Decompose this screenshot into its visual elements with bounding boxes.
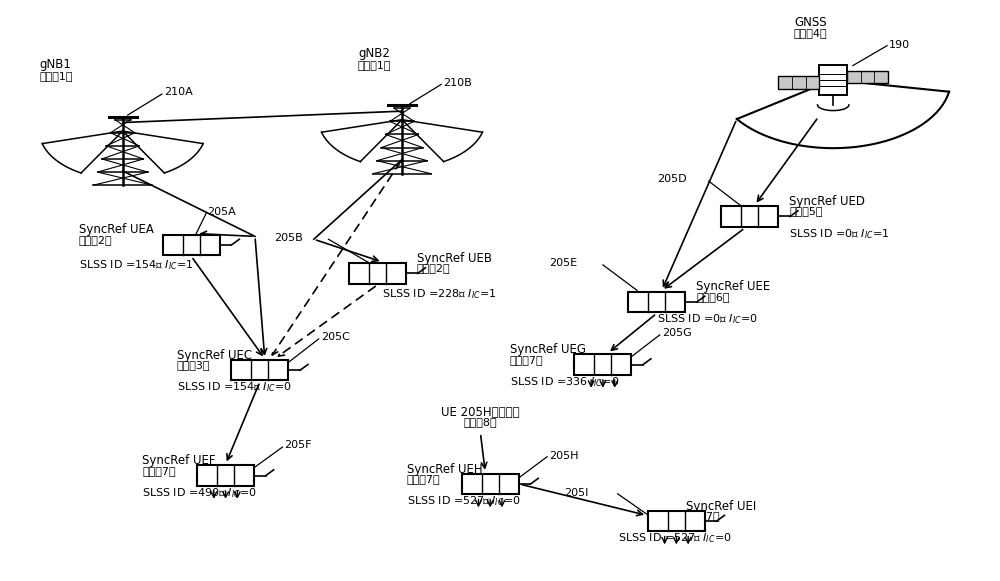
Text: SyncRef UEF: SyncRef UEF — [142, 454, 216, 467]
Text: 205F: 205F — [284, 440, 312, 450]
Text: gNB2: gNB2 — [358, 47, 390, 60]
Text: （级列5）: （级列5） — [789, 206, 823, 217]
Text: SLSS ID =154， $I_{IC}$=0: SLSS ID =154， $I_{IC}$=0 — [177, 381, 292, 394]
Text: （级列1）: （级列1） — [358, 60, 391, 70]
FancyBboxPatch shape — [819, 65, 847, 95]
Text: （级列2）: （级列2） — [417, 263, 450, 274]
Text: SyncRef UEB: SyncRef UEB — [417, 252, 492, 265]
FancyBboxPatch shape — [462, 474, 519, 494]
Text: 205A: 205A — [207, 207, 236, 217]
Text: UE 205H内部时钟: UE 205H内部时钟 — [441, 406, 520, 418]
Text: SyncRef UEC: SyncRef UEC — [177, 349, 252, 361]
Text: （级列2）: （级列2） — [79, 235, 112, 245]
Text: （级列6）: （级列6） — [696, 292, 730, 302]
Text: SyncRef UEH: SyncRef UEH — [407, 462, 483, 475]
Text: gNB1: gNB1 — [39, 58, 71, 71]
Bar — [778, 77, 819, 89]
FancyBboxPatch shape — [721, 206, 778, 227]
Text: （级列1）: （级列1） — [39, 71, 73, 81]
Text: SyncRef UEE: SyncRef UEE — [696, 281, 770, 293]
Text: SyncRef UED: SyncRef UED — [789, 195, 865, 208]
Text: 205H: 205H — [549, 451, 578, 461]
Text: 190: 190 — [889, 40, 910, 49]
FancyBboxPatch shape — [648, 511, 705, 532]
Text: SyncRef UEA: SyncRef UEA — [79, 224, 153, 236]
Text: SyncRef UEI: SyncRef UEI — [686, 500, 756, 512]
Text: SLSS ID =228， $I_{IC}$=1: SLSS ID =228， $I_{IC}$=1 — [382, 287, 497, 301]
Bar — [847, 71, 888, 83]
FancyBboxPatch shape — [628, 292, 685, 312]
FancyBboxPatch shape — [349, 263, 406, 284]
Text: 205C: 205C — [321, 332, 350, 342]
Text: （级列4）: （级列4） — [794, 28, 828, 38]
FancyBboxPatch shape — [197, 465, 254, 486]
FancyBboxPatch shape — [163, 235, 220, 255]
Text: SLSS ID =527， $I_{IC}$=0: SLSS ID =527， $I_{IC}$=0 — [618, 532, 731, 545]
Text: 205D: 205D — [657, 174, 686, 185]
Text: （级列7）: （级列7） — [142, 465, 176, 475]
Text: （级列3）: （级列3） — [177, 360, 210, 370]
Text: （级列7）: （级列7） — [686, 511, 720, 521]
Text: SLSS ID =490， $I_{IC}$=0: SLSS ID =490， $I_{IC}$=0 — [142, 486, 257, 500]
Text: SLSS ID =336 $I_{IC}$=0: SLSS ID =336 $I_{IC}$=0 — [510, 375, 619, 389]
FancyBboxPatch shape — [574, 354, 631, 375]
Text: SLSS ID =0， $I_{IC}$=1: SLSS ID =0， $I_{IC}$=1 — [789, 227, 890, 241]
Text: 205E: 205E — [549, 258, 577, 268]
Text: SLSS ID =527， $I_{IC}$=0: SLSS ID =527， $I_{IC}$=0 — [407, 494, 521, 508]
Text: SLSS ID =0， $I_{IC}$=0: SLSS ID =0， $I_{IC}$=0 — [657, 312, 758, 326]
Text: （级列7）: （级列7） — [407, 474, 441, 484]
Text: 210B: 210B — [443, 78, 472, 88]
Text: 205G: 205G — [662, 328, 691, 338]
Text: （级列8）: （级列8） — [464, 417, 497, 427]
Text: 210A: 210A — [164, 87, 193, 98]
Text: SyncRef UEG: SyncRef UEG — [510, 343, 586, 356]
Text: SLSS ID =154， $I_{IC}$=1: SLSS ID =154， $I_{IC}$=1 — [79, 259, 193, 272]
Text: GNSS: GNSS — [794, 16, 827, 28]
Text: 205B: 205B — [275, 232, 303, 242]
FancyBboxPatch shape — [231, 360, 288, 381]
Text: （级列7）: （级列7） — [510, 354, 543, 364]
Text: 205I: 205I — [564, 487, 588, 498]
